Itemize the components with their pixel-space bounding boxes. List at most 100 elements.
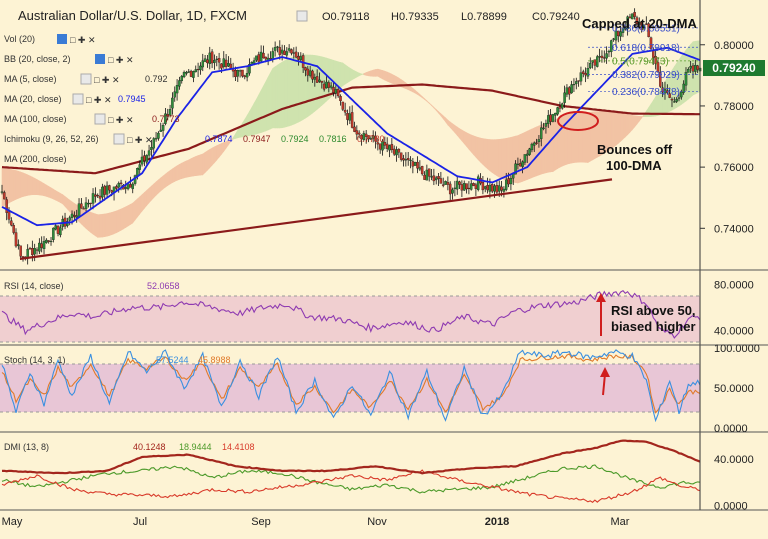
cloud-segment [461, 129, 465, 145]
trendline [19, 178, 613, 260]
close-icon[interactable]: □ ✚ ✕ [108, 115, 134, 125]
cloud-segment [617, 112, 621, 144]
y-tick-label: 0.76000 [714, 162, 754, 174]
cloud-segment [155, 179, 159, 196]
candle-body [40, 243, 43, 248]
cloud-segment [265, 77, 269, 132]
candle-body [82, 208, 85, 210]
cloud-segment [382, 69, 386, 81]
candle-body [70, 213, 74, 218]
ma20-label: MA (20, close) [4, 94, 62, 104]
candle-body [215, 58, 219, 60]
settings-icon[interactable] [95, 54, 105, 64]
cloud-segment [134, 198, 138, 221]
candle-body [203, 58, 207, 62]
cloud-segment [585, 112, 589, 163]
cloud-segment [468, 133, 472, 153]
close-icon[interactable]: □ ✚ ✕ [127, 135, 153, 145]
cloud-segment [55, 190, 59, 202]
candle-body [483, 186, 487, 189]
candle-body [245, 73, 249, 78]
close-icon[interactable]: □ ✚ ✕ [94, 75, 120, 85]
candle-body [171, 97, 174, 109]
ichimoku-label: Ichimoku (9, 26, 52, 26) [4, 134, 99, 144]
candle-body [89, 202, 92, 204]
candle-body [474, 184, 478, 189]
fib-levels: 0.786(0.80551) 0.618(0.79918) 0.5(0.79473)… [588, 23, 700, 98]
cloud-segment [253, 98, 257, 135]
settings-icon[interactable] [57, 34, 67, 44]
candle-body [129, 184, 132, 188]
candle-body [152, 138, 155, 149]
pdi-value: 18.9444 [179, 442, 212, 452]
candle-body [0, 191, 4, 193]
candle-body [500, 186, 503, 191]
candle-body [353, 126, 356, 132]
candle-body [154, 137, 158, 140]
cloud-segment [116, 209, 120, 234]
cloud-segment [379, 69, 383, 80]
cloud-segment [466, 132, 470, 150]
cloud-segment [620, 113, 624, 142]
rsi-value: 52.0658 [147, 281, 180, 291]
close-icon[interactable]: □ ✚ ✕ [108, 55, 134, 65]
cloud-segment [195, 155, 199, 177]
candle-body [327, 82, 331, 88]
candle-body [224, 59, 228, 67]
settings-icon[interactable] [94, 113, 106, 125]
cloud-segment [470, 134, 474, 156]
candle-body [526, 153, 529, 156]
candle-body [42, 241, 46, 250]
candle-body [472, 183, 475, 186]
settings-icon[interactable] [113, 133, 125, 145]
fib-label: 0.236(0.78478) [612, 87, 680, 98]
candle-body [31, 248, 34, 256]
cloud-segment [393, 74, 397, 86]
candle-body [441, 184, 445, 186]
cloud-segment [260, 85, 264, 133]
legend: Australian Dollar/U.S. Dollar, 1D, FXCM … [4, 8, 580, 164]
candle-body [21, 256, 25, 258]
cloud-segment [95, 213, 99, 238]
candle-body [626, 16, 629, 30]
cloud-segment [158, 177, 162, 194]
stoch-k-value: 57.5244 [156, 355, 189, 365]
eye-icon[interactable] [296, 10, 308, 22]
cloud-segment [295, 55, 299, 124]
candle-body [3, 192, 6, 200]
candle-body [582, 71, 585, 74]
candle-body [642, 24, 646, 30]
high-value: H0.79335 [391, 11, 439, 23]
candle-body [593, 59, 597, 66]
candle-body [694, 65, 697, 72]
legend-controls[interactable]: □ ✚ ✕ □ ✚ ✕ □ ✚ ✕ □ ✚ ✕ □ ✚ ✕ □ ✚ ✕ [57, 10, 308, 145]
cloud-segment [39, 180, 42, 196]
candle-body [119, 182, 123, 184]
cloud-segment [22, 172, 26, 197]
candle-body [136, 168, 139, 176]
cloud-segment [144, 189, 148, 210]
annotation-rsi-1: RSI above 50, [611, 303, 696, 318]
cloud-segment [356, 71, 360, 78]
candle-body [621, 28, 625, 33]
candle-body [110, 190, 113, 193]
cloud-segment [550, 120, 554, 173]
rsi-label: RSI (14, close) [4, 281, 64, 291]
settings-icon[interactable] [80, 73, 92, 85]
vol-label: Vol (20) [4, 34, 35, 44]
settings-icon[interactable] [72, 93, 84, 105]
candle-body [159, 129, 162, 132]
candle-body [220, 63, 223, 69]
cloud-segment [146, 187, 150, 207]
candle-body [381, 140, 384, 151]
close-value: C0.79240 [532, 11, 580, 23]
close-icon[interactable]: □ ✚ ✕ [86, 95, 112, 105]
cloud-segment [13, 169, 17, 201]
cloud-segment [60, 192, 63, 205]
close-icon[interactable]: □ ✚ ✕ [70, 35, 96, 45]
candle-body [12, 225, 15, 233]
fib-label: 0.786(0.80551) [612, 23, 680, 34]
candle-body [647, 23, 650, 38]
cloud-segment [162, 173, 166, 190]
